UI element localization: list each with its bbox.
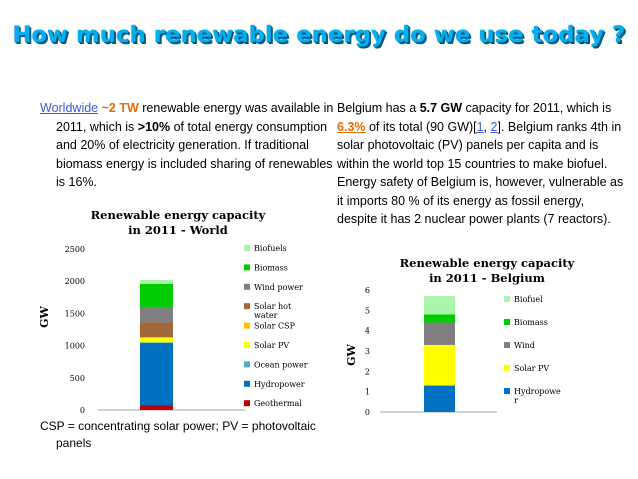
belgium-legend-swatch [504, 319, 510, 325]
world-legend-swatch [244, 322, 250, 329]
world-amount: ~2 TW [101, 101, 139, 115]
world-chart-title-line-1: Renewable energy capacity [91, 208, 266, 222]
world-legend-swatch [244, 361, 250, 368]
belgium-legend-label: Biofuel [514, 295, 543, 304]
belgium-chart-title-line-2: in 2011 - Belgium [429, 271, 545, 285]
belgium-text-3: of its total (90 GW)[ [365, 119, 477, 134]
belgium-text-1: Belgium has a [337, 101, 420, 115]
belgium-y-tick-label: 2 [365, 367, 370, 376]
world-y-tick-label: 2500 [65, 245, 85, 254]
world-percentage: >10% [137, 119, 171, 134]
world-text-2: of total energy consumption and 20% of e… [56, 119, 333, 190]
world-y-tick-label: 1500 [65, 309, 85, 318]
belgium-capacity: 5.7 GW [419, 101, 463, 115]
belgium-legend-label: Wind [514, 341, 535, 350]
world-legend-label: water [254, 311, 278, 320]
world-legend-swatch [244, 245, 250, 251]
reference-link-1[interactable]: 1 [476, 119, 484, 134]
world-y-tick-label: 500 [70, 374, 85, 383]
world-y-axis-label: GW [38, 305, 51, 327]
abbreviation-caption: CSP = concentrating solar power; PV = ph… [40, 419, 316, 450]
belgium-legend-label: Solar PV [514, 364, 549, 373]
world-legend-label: Geothermal [254, 399, 302, 408]
world-bar-segment-wind-power [140, 306, 173, 323]
world-bar-segment-ocean-power [140, 342, 173, 344]
world-summary-paragraph: Worldwide ~2 TW renewable energy was ava… [40, 99, 335, 192]
world-bar-segment-solar-pv [140, 337, 173, 343]
belgium-bar-segment-biomass [424, 314, 455, 323]
world-chart-title-line-2: in 2011 - World [128, 223, 228, 237]
world-bar-segment-geothermal [140, 405, 173, 410]
reference-separator: , [483, 119, 491, 134]
belgium-y-axis-label: GW [345, 343, 358, 365]
belgium-y-tick-label: 4 [365, 327, 370, 336]
belgium-text-4: ]. Belgium ranks 4th in solar photovolta… [337, 119, 624, 227]
belgium-bar-segment-biofuel [424, 296, 455, 315]
world-legend-swatch [244, 342, 250, 348]
belgium-legend-swatch [504, 342, 510, 348]
world-legend-swatch [244, 380, 250, 387]
world-y-tick-label: 0 [80, 406, 85, 415]
belgium-legend-label: Biomass [514, 318, 548, 327]
belgium-y-tick-label: 3 [365, 347, 370, 356]
belgium-bar-segment-wind [424, 322, 455, 345]
world-legend-label: Solar CSP [254, 322, 296, 331]
world-legend-label: Solar hot [254, 302, 292, 311]
belgium-legend-swatch [504, 388, 510, 394]
world-legend-swatch [244, 264, 250, 271]
world-legend-label: Solar PV [254, 341, 289, 350]
world-text-1: renewable energy was available in 2011, … [56, 101, 334, 134]
belgium-legend-label: Hydropowe [514, 387, 561, 396]
belgium-y-tick-label: 0 [365, 408, 370, 417]
belgium-bar-segment-solar-pv [424, 344, 455, 386]
belgium-legend-label: r [514, 396, 518, 405]
page-title: How much renewable energy do we use toda… [12, 22, 626, 48]
belgium-chart-title-line-1: Renewable energy capacity [400, 256, 575, 270]
world-y-tick-label: 2000 [65, 277, 85, 286]
world-bar-segment-biofuels [140, 279, 173, 284]
world-y-tick-label: 1000 [65, 342, 85, 351]
world-legend-swatch [244, 283, 250, 290]
world-bar-segment-biomass [140, 283, 173, 307]
belgium-bar-segment-hydropower [424, 385, 455, 412]
belgium-summary-paragraph: Belgium has a 5.7 GW capacity for 2011, … [337, 99, 627, 229]
world-legend-label: Biofuels [254, 244, 287, 253]
belgium-y-tick-label: 1 [365, 388, 370, 397]
belgium-text-2: capacity for 2011, which is [462, 101, 612, 115]
reference-link-2[interactable]: 2 [490, 119, 498, 134]
world-legend-swatch [244, 400, 250, 407]
world-bar-segment-hydropower [140, 343, 173, 406]
world-legend-swatch [244, 303, 250, 310]
worldwide-link[interactable]: Worldwide [40, 101, 99, 115]
belgium-legend-swatch [504, 296, 510, 302]
world-legend-label: Ocean power [254, 360, 308, 369]
belgium-y-tick-label: 5 [365, 306, 370, 315]
world-bar-segment-solar-hot-water [140, 322, 173, 338]
world-legend-label: Wind power [254, 283, 303, 292]
belgium-y-tick-label: 6 [365, 286, 370, 295]
belgium-legend-swatch [504, 365, 510, 371]
world-legend-label: Hydropower [254, 380, 305, 389]
world-bar-segment-solar-csp [140, 337, 173, 338]
belgium-share: 6.3% [337, 119, 366, 134]
world-legend-label: Biomass [254, 263, 288, 272]
